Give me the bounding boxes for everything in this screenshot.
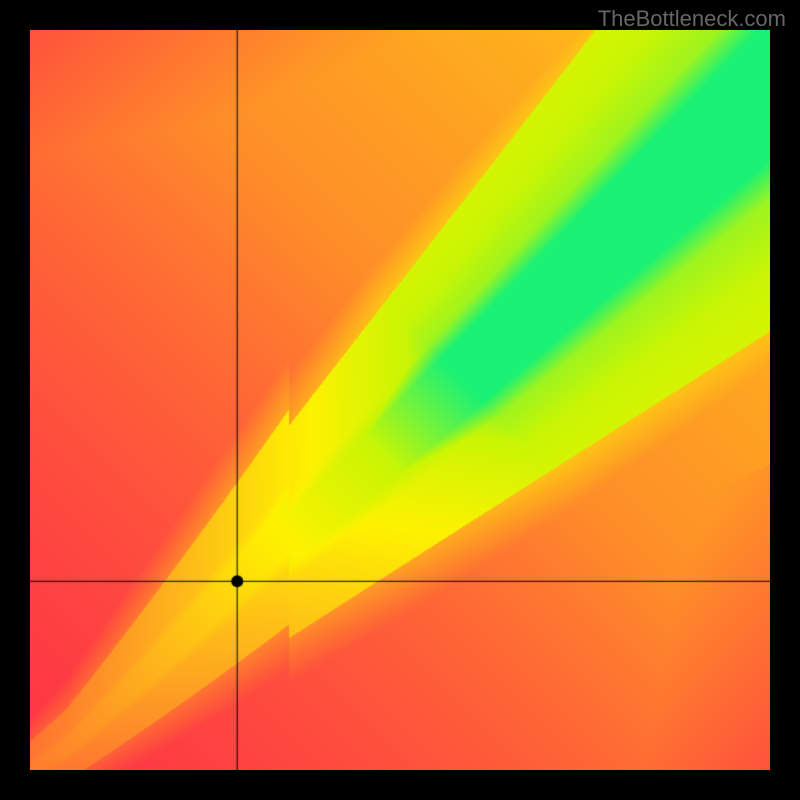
watermark-text: TheBottleneck.com xyxy=(598,6,786,32)
heatmap-canvas xyxy=(30,30,770,770)
chart-container: TheBottleneck.com xyxy=(0,0,800,800)
heatmap-plot xyxy=(30,30,770,770)
